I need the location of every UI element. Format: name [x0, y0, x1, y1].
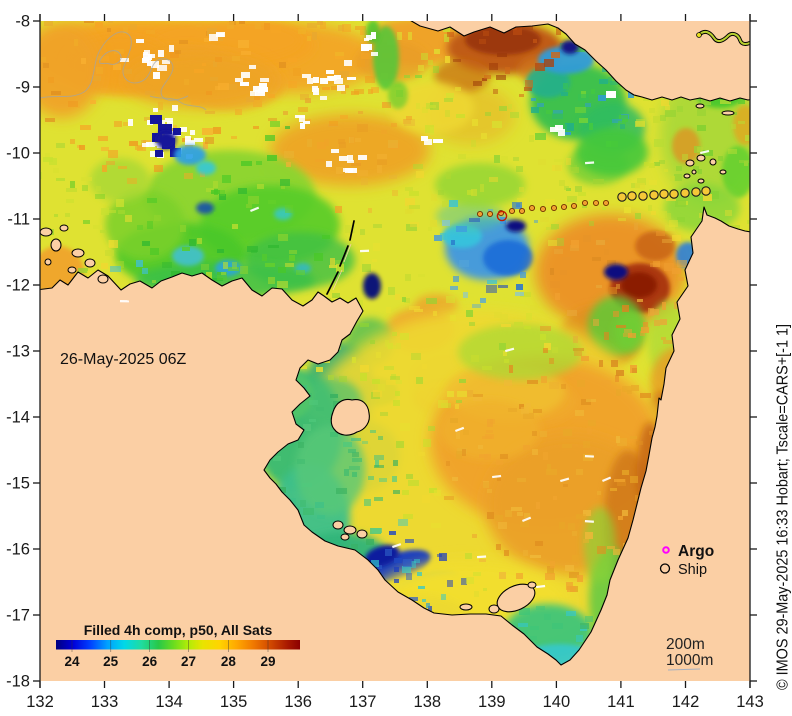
svg-text:-14: -14 [6, 409, 30, 427]
svg-text:-17: -17 [6, 607, 30, 625]
svg-text:© IMOS 29-May-2025 16:33 Hobar: © IMOS 29-May-2025 16:33 Hobart; Tscale=… [775, 324, 792, 690]
svg-text:1000m: 1000m [666, 652, 713, 669]
svg-text:-9: -9 [15, 79, 30, 97]
svg-text:-8: -8 [15, 13, 30, 31]
svg-text:133: 133 [91, 693, 119, 711]
svg-text:-12: -12 [6, 277, 30, 295]
svg-text:200m: 200m [666, 636, 705, 653]
svg-text:141: 141 [607, 693, 635, 711]
svg-text:Argo: Argo [678, 543, 714, 560]
svg-text:138: 138 [414, 693, 442, 711]
svg-text:132: 132 [26, 693, 54, 711]
svg-text:28: 28 [221, 654, 237, 669]
svg-text:140: 140 [543, 693, 571, 711]
svg-text:134: 134 [155, 693, 183, 711]
svg-text:-16: -16 [6, 541, 30, 559]
svg-text:26: 26 [142, 654, 158, 669]
svg-text:Ship: Ship [678, 562, 707, 578]
svg-text:26-May-2025 06Z: 26-May-2025 06Z [60, 351, 187, 368]
svg-text:25: 25 [103, 654, 119, 669]
svg-text:-11: -11 [7, 211, 30, 229]
svg-text:29: 29 [260, 654, 275, 669]
svg-text:27: 27 [181, 654, 196, 669]
svg-text:139: 139 [478, 693, 506, 711]
svg-text:142: 142 [672, 693, 700, 711]
svg-text:-15: -15 [6, 475, 30, 493]
svg-text:135: 135 [220, 693, 248, 711]
svg-text:Filled 4h comp, p50, All Sats: Filled 4h comp, p50, All Sats [84, 622, 273, 638]
svg-text:-18: -18 [6, 673, 30, 691]
svg-text:-10: -10 [6, 145, 30, 163]
svg-text:-13: -13 [6, 343, 30, 361]
svg-text:24: 24 [64, 654, 80, 669]
svg-text:143: 143 [736, 693, 764, 711]
svg-text:136: 136 [284, 693, 312, 711]
svg-text:137: 137 [349, 693, 377, 711]
